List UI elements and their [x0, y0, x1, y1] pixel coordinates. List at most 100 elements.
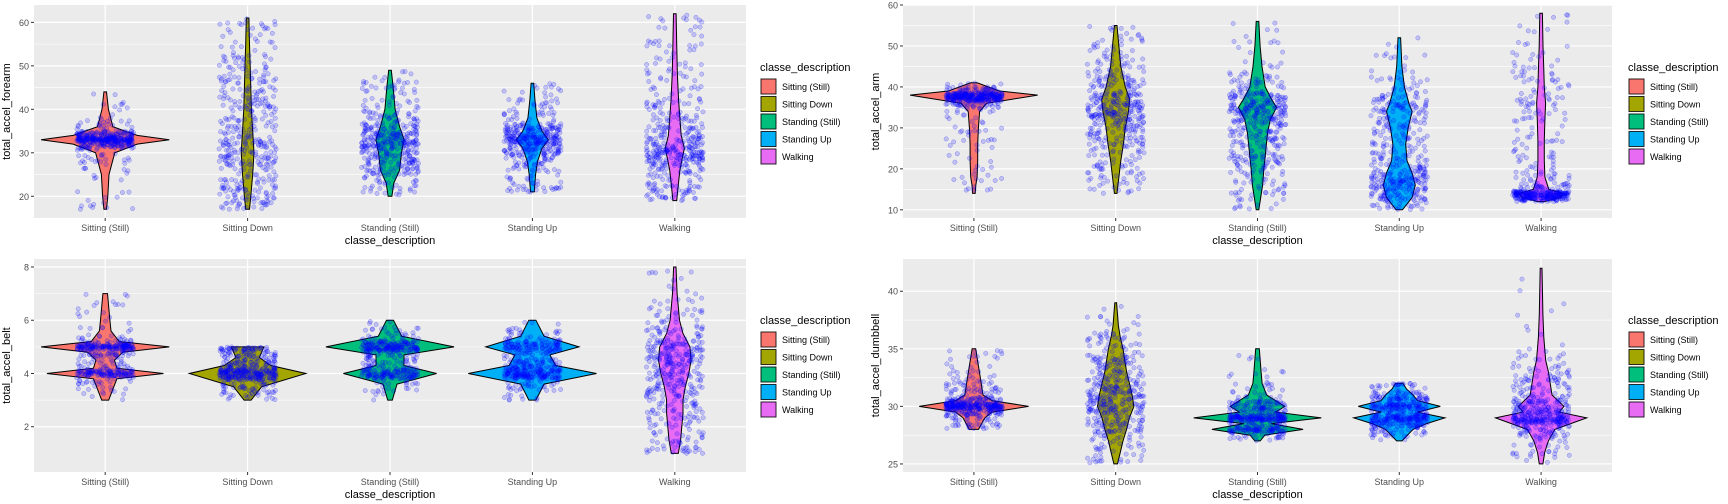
- data-point: [683, 17, 689, 23]
- data-point: [81, 142, 87, 148]
- data-point: [229, 200, 235, 206]
- data-point: [90, 204, 96, 210]
- data-point: [1236, 123, 1242, 129]
- data-point: [1105, 178, 1111, 184]
- data-point: [1386, 119, 1392, 125]
- data-point: [1376, 151, 1382, 157]
- data-point: [74, 375, 80, 381]
- data-point: [1134, 174, 1140, 180]
- data-point: [84, 133, 90, 139]
- data-point: [105, 118, 110, 124]
- data-point: [85, 118, 90, 124]
- data-point: [112, 373, 118, 378]
- data-point: [1519, 141, 1525, 147]
- data-point: [662, 183, 668, 189]
- data-point: [1258, 79, 1264, 85]
- data-point: [1564, 12, 1570, 18]
- data-point: [1244, 172, 1250, 178]
- data-point: [241, 205, 247, 211]
- data-point: [1275, 40, 1281, 46]
- data-point: [114, 140, 120, 146]
- data-point: [271, 78, 277, 83]
- data-point: [657, 156, 663, 162]
- data-point: [94, 145, 100, 151]
- data-point: [690, 134, 696, 140]
- data-point: [1409, 85, 1415, 91]
- data-point: [646, 14, 652, 20]
- data-point: [1517, 189, 1523, 195]
- x-tick-label: Sitting Down: [222, 223, 273, 233]
- data-point: [92, 136, 98, 142]
- data-point: [1560, 196, 1566, 202]
- data-point: [1422, 89, 1428, 95]
- data-point: [1564, 19, 1570, 25]
- data-point: [1382, 136, 1388, 141]
- data-point: [97, 136, 103, 142]
- data-point: [1408, 167, 1414, 173]
- data-point: [1404, 172, 1409, 178]
- data-point: [679, 156, 685, 162]
- data-point: [686, 143, 692, 149]
- data-point: [558, 121, 564, 127]
- data-point: [79, 145, 85, 150]
- data-point: [1532, 192, 1538, 198]
- data-point: [131, 129, 136, 135]
- data-point: [1380, 172, 1386, 177]
- data-point: [1136, 32, 1142, 37]
- data-point: [1415, 186, 1421, 192]
- data-point: [98, 137, 103, 143]
- data-point: [246, 193, 251, 199]
- data-point: [366, 161, 372, 167]
- data-point: [97, 334, 103, 340]
- data-point: [406, 142, 412, 148]
- data-point: [121, 167, 127, 172]
- data-point: [684, 131, 690, 137]
- violin-4: [664, 13, 685, 202]
- data-point: [1551, 14, 1556, 20]
- data-point: [693, 172, 698, 178]
- data-point: [501, 88, 507, 94]
- data-point: [1087, 135, 1093, 141]
- data-point: [108, 333, 114, 339]
- data-point: [1113, 173, 1119, 179]
- data-point: [272, 177, 277, 183]
- data-point: [1525, 172, 1531, 178]
- data-point: [1412, 115, 1417, 121]
- data-point: [1396, 204, 1402, 210]
- data-point: [103, 157, 109, 162]
- data-point: [84, 136, 90, 142]
- data-point: [988, 164, 994, 170]
- x-axis-title: classe_description: [345, 489, 436, 501]
- data-point: [118, 140, 124, 146]
- data-point: [396, 159, 402, 165]
- data-point: [368, 134, 374, 140]
- data-point: [1517, 23, 1523, 29]
- data-point: [547, 81, 553, 87]
- data-point: [1100, 190, 1106, 196]
- legend-swatch: [760, 148, 777, 165]
- data-point: [368, 185, 374, 191]
- data-point: [1250, 177, 1255, 182]
- data-point: [235, 80, 241, 86]
- data-point: [1260, 157, 1266, 163]
- data-point: [1275, 160, 1281, 166]
- data-point: [1094, 134, 1100, 140]
- data-point: [231, 74, 237, 80]
- data-point: [1530, 101, 1535, 107]
- data-point: [95, 137, 100, 143]
- data-point: [91, 135, 97, 141]
- data-point: [76, 133, 82, 139]
- data-point: [406, 114, 412, 120]
- data-point: [392, 136, 398, 142]
- data-point: [1417, 195, 1423, 201]
- data-point: [124, 338, 130, 344]
- data-point: [1271, 188, 1277, 194]
- data-point: [77, 368, 83, 374]
- data-point: [1566, 175, 1572, 181]
- data-point: [656, 43, 662, 49]
- data-point: [230, 67, 236, 73]
- data-point: [1122, 61, 1128, 67]
- data-point: [113, 139, 119, 144]
- data-point: [549, 124, 555, 130]
